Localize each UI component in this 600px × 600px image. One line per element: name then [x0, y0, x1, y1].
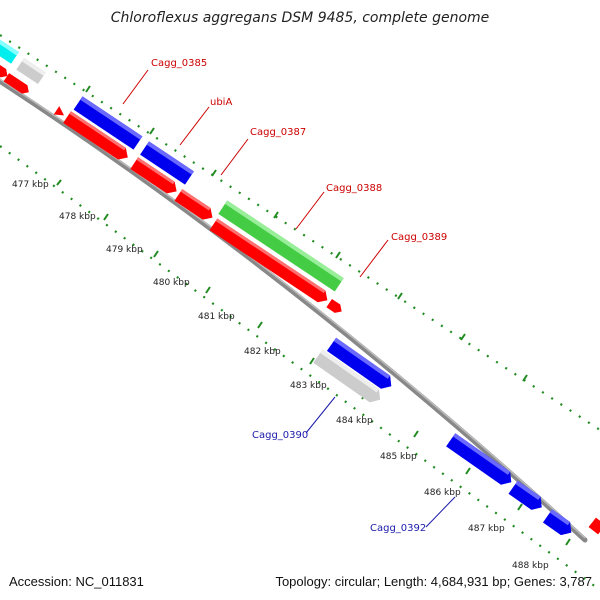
gene-label-ubia[interactable]: ubiA [210, 97, 232, 108]
gene-feature-red-edge[interactable] [0, 61, 10, 80]
callout-line [359, 239, 389, 278]
gene-label-cagg-0388[interactable]: Cagg_0388 [326, 183, 382, 194]
gene-feature-red-3[interactable] [174, 189, 216, 223]
gene-feature-red-1[interactable] [63, 111, 132, 163]
outer-major-ticks [85, 85, 528, 382]
kbp-label: 479 kbp [106, 245, 143, 255]
kbp-label: 481 kbp [198, 312, 235, 322]
gene-feature-cyan[interactable] [0, 36, 19, 64]
gene-feature-blue-488[interactable] [542, 509, 576, 539]
gene-feature-red-small[interactable] [53, 106, 67, 119]
kbp-labels: 477 kbp 478 kbp 479 kbp 480 kbp 481 kbp … [12, 180, 549, 571]
gene-label-callouts: Cagg_0385 ubiA Cagg_0387 Cagg_0388 Cagg_… [122, 58, 456, 534]
callout-line [179, 106, 210, 146]
gene-feature-gray[interactable] [16, 57, 46, 85]
kbp-label: 478 kbp [59, 212, 96, 222]
outer-tick-ring [0, 34, 600, 431]
kbp-label: 480 kbp [153, 278, 190, 288]
kbp-label: 487 kbp [468, 524, 505, 534]
gene-feature-red-4[interactable] [209, 218, 332, 306]
gene-feature-cagg-0388[interactable] [218, 200, 344, 292]
callout-line [295, 191, 325, 230]
gene-feature-blue-486[interactable] [446, 433, 516, 489]
gene-feature-cagg-0390[interactable] [313, 349, 384, 407]
callout-line [305, 396, 336, 434]
forward-genes [0, 36, 344, 292]
map-title: Chloroflexus aggregans DSM 9485, complet… [111, 10, 490, 26]
gene-feature-red-2[interactable] [130, 157, 180, 197]
gene-feature-cagg-0385[interactable] [73, 96, 143, 150]
callout-line [220, 138, 249, 176]
inner-major-ticks [56, 179, 571, 546]
gene-feature-cagg-0392[interactable] [508, 480, 546, 514]
kbp-label: 486 kbp [424, 488, 461, 498]
kbp-label: 483 kbp [290, 381, 327, 391]
gene-feature-red-edge-2[interactable] [3, 73, 32, 96]
gene-feature-red-far[interactable] [588, 517, 600, 535]
gene-label-cagg-0385[interactable]: Cagg_0385 [151, 58, 207, 69]
kbp-label: 484 kbp [336, 416, 373, 426]
callout-line [425, 496, 456, 528]
kbp-label: 477 kbp [12, 180, 49, 190]
gene-label-cagg-0392[interactable]: Cagg_0392 [370, 523, 426, 534]
callout-line [122, 69, 149, 105]
kbp-label: 488 kbp [512, 561, 549, 571]
gene-label-cagg-0387[interactable]: Cagg_0387 [250, 127, 306, 138]
reverse-genes [0, 61, 600, 535]
accession-text: Accession: NC_011831 [9, 574, 144, 589]
gene-feature-red-5[interactable] [326, 298, 344, 316]
gene-feature-ubia[interactable] [140, 141, 194, 185]
summary-text: Topology: circular; Length: 4,684,931 bp… [275, 574, 592, 589]
kbp-label: 482 kbp [244, 347, 281, 357]
outer-right-genes [313, 337, 576, 539]
gene-label-cagg-0390[interactable]: Cagg_0390 [252, 430, 308, 441]
gene-feature-blue-482[interactable] [326, 337, 396, 393]
gene-label-cagg-0389[interactable]: Cagg_0389 [391, 232, 447, 243]
kbp-label: 485 kbp [380, 452, 417, 462]
